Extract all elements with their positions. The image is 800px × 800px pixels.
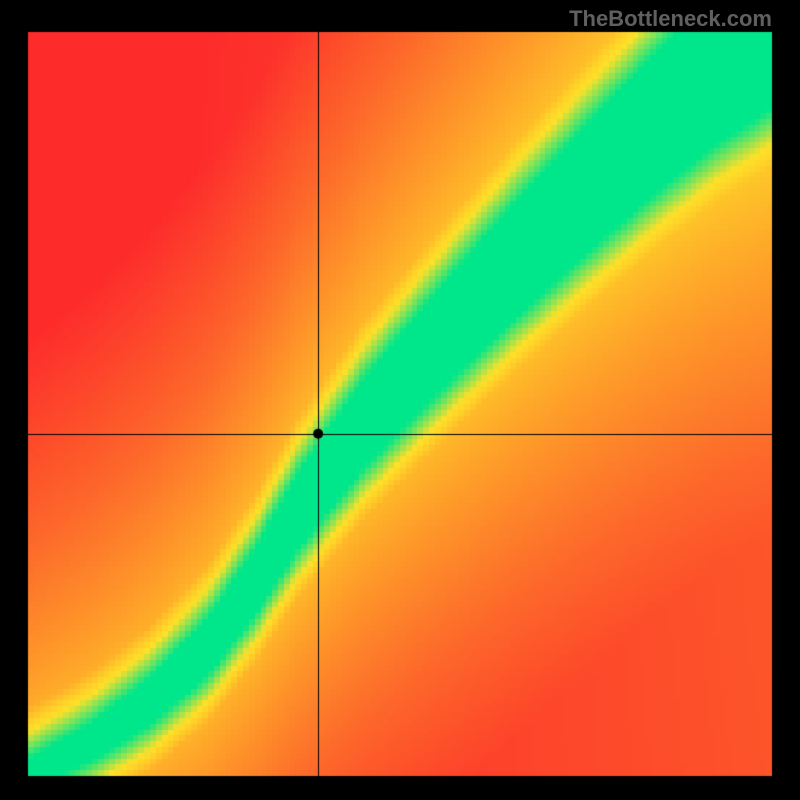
- bottleneck-heatmap: [0, 0, 800, 800]
- watermark-text: TheBottleneck.com: [569, 6, 772, 32]
